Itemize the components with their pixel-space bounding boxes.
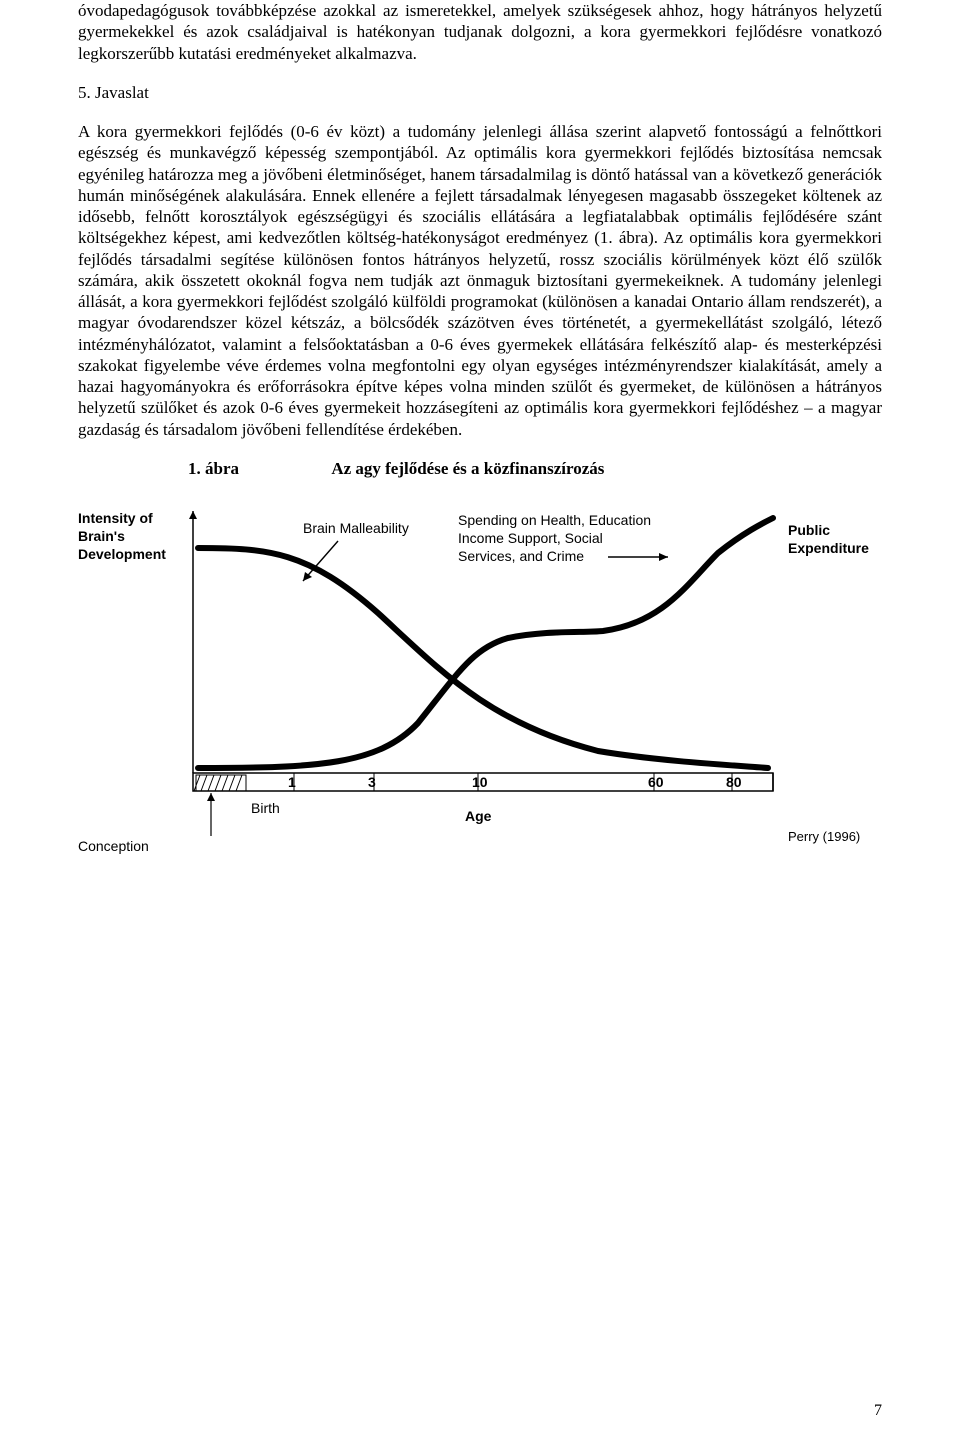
page-number: 7 bbox=[874, 1401, 882, 1421]
svg-text:Brain Malleability: Brain Malleability bbox=[303, 520, 409, 536]
svg-text:Development: Development bbox=[78, 546, 166, 562]
svg-text:Income Support, Social: Income Support, Social bbox=[458, 530, 603, 546]
figure-title-row: 1. ábra Az agy fejlődése és a közfinansz… bbox=[78, 458, 882, 479]
figure-title: Az agy fejlődése és a közfinanszírozás bbox=[331, 459, 604, 478]
svg-text:Age: Age bbox=[465, 808, 492, 824]
svg-text:Brain's: Brain's bbox=[78, 528, 125, 544]
svg-text:Services, and Crime: Services, and Crime bbox=[458, 548, 584, 564]
body-paragraph: A kora gyermekkori fejlődés (0-6 év közt… bbox=[78, 121, 882, 440]
svg-text:60: 60 bbox=[648, 774, 664, 790]
svg-text:Birth: Birth bbox=[251, 800, 280, 816]
svg-text:Public: Public bbox=[788, 522, 830, 538]
intro-paragraph: óvodapedagógusok továbbképzése azokkal a… bbox=[78, 0, 882, 64]
svg-text:Conception: Conception bbox=[78, 838, 149, 854]
svg-text:Spending on Health, Education: Spending on Health, Education bbox=[458, 512, 651, 528]
figure-label: 1. ábra bbox=[188, 458, 328, 479]
svg-text:80: 80 bbox=[726, 774, 742, 790]
svg-text:Expenditure: Expenditure bbox=[788, 540, 869, 556]
svg-text:1: 1 bbox=[288, 774, 296, 790]
svg-text:Intensity of: Intensity of bbox=[78, 510, 153, 526]
svg-text:Perry (1996): Perry (1996) bbox=[788, 829, 860, 844]
section-heading: 5. Javaslat bbox=[78, 82, 882, 103]
svg-text:3: 3 bbox=[368, 774, 376, 790]
figure-svg: Intensity of Brain's Development Public Expe… bbox=[78, 493, 882, 893]
svg-text:10: 10 bbox=[472, 774, 488, 790]
figure-brain-development: Intensity of Brain's Development Public Expe… bbox=[78, 493, 882, 903]
